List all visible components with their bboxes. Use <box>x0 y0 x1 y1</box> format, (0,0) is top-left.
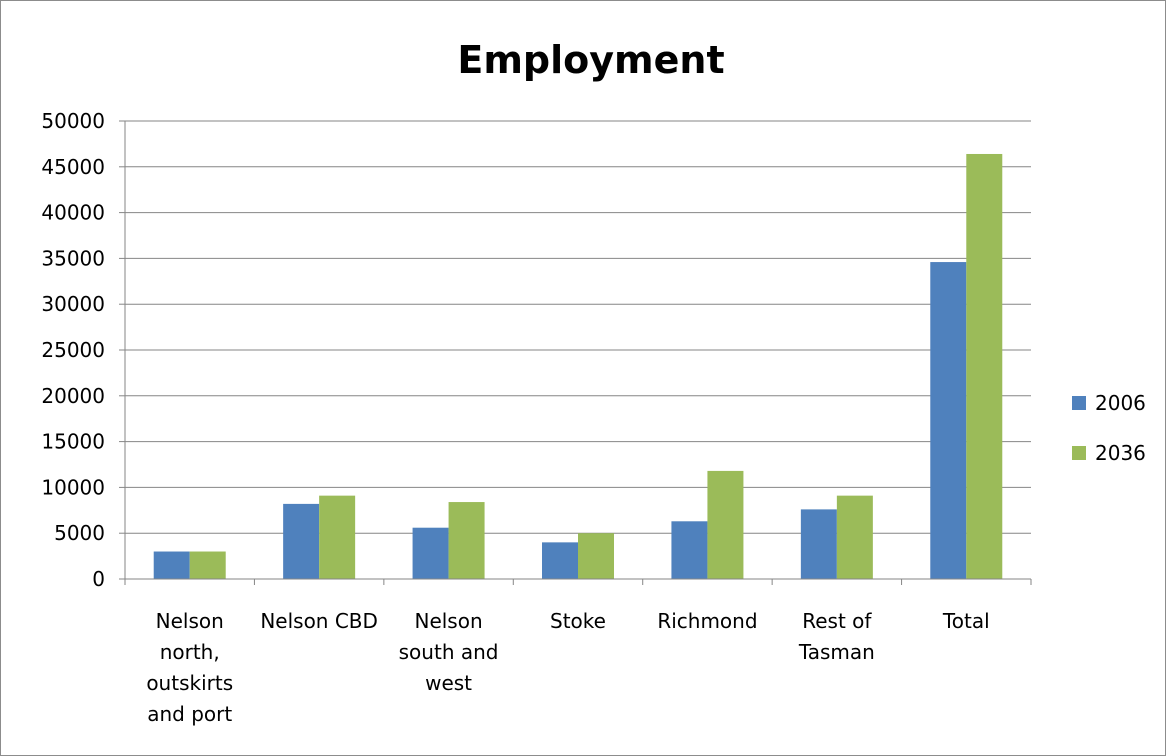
x-axis-category-labels: Nelson north, outskirts and port Nelson CBD N… <box>146 609 989 726</box>
legend-label-2036: 2036 <box>1095 441 1146 465</box>
bar-2036-1 <box>319 495 356 579</box>
y-axis-tick-labels: 0 5000 10000 15000 20000 25000 30000 35000 40000… <box>41 109 105 591</box>
y-tick-label: 0 <box>92 567 105 591</box>
bar-2036-6 <box>966 153 1003 579</box>
bar-2006-0 <box>153 551 190 579</box>
bar-2036-2 <box>448 502 485 579</box>
y-tick-label: 15000 <box>41 430 105 454</box>
bar-2006-2 <box>412 527 449 579</box>
x-category-label: Nelson north, outskirts and port <box>146 609 233 726</box>
y-tick-label: 30000 <box>41 292 105 316</box>
bar-2006-6 <box>930 262 967 579</box>
x-category-label: Richmond <box>657 609 757 633</box>
bar-2006-3 <box>542 542 578 579</box>
y-tick-label: 10000 <box>41 475 105 499</box>
y-tick-label: 45000 <box>41 155 105 179</box>
bar-2036-4 <box>707 470 744 579</box>
y-tick-label: 25000 <box>41 338 105 362</box>
bar-2006-1 <box>283 503 320 579</box>
y-tick-label: 5000 <box>54 521 105 545</box>
y-tick-label: 40000 <box>41 201 105 225</box>
x-category-label: Total <box>942 609 990 633</box>
y-tick-label: 20000 <box>41 384 105 408</box>
legend-swatch-2036 <box>1072 446 1086 460</box>
bar-2006-4 <box>671 521 708 579</box>
gridlines <box>125 120 1031 534</box>
axes <box>119 120 1032 585</box>
bar-2036-5 <box>836 495 873 579</box>
bar-2036-0 <box>189 551 226 579</box>
y-tick-label: 50000 <box>41 109 105 133</box>
legend: 2006 2036 <box>1072 391 1146 465</box>
legend-label-2006: 2006 <box>1095 391 1146 415</box>
bar-2036-3 <box>578 533 614 579</box>
x-category-label: Rest of Tasman <box>798 609 875 664</box>
x-category-label: Stoke <box>550 609 606 633</box>
bars <box>153 153 1003 579</box>
x-category-label: Nelson south and west <box>399 609 499 695</box>
bar-2006-5 <box>800 509 837 579</box>
x-category-label: Nelson CBD <box>260 609 378 633</box>
y-tick-label: 35000 <box>41 246 105 270</box>
legend-swatch-2006 <box>1072 396 1086 410</box>
chart-title: Employment <box>457 38 724 82</box>
